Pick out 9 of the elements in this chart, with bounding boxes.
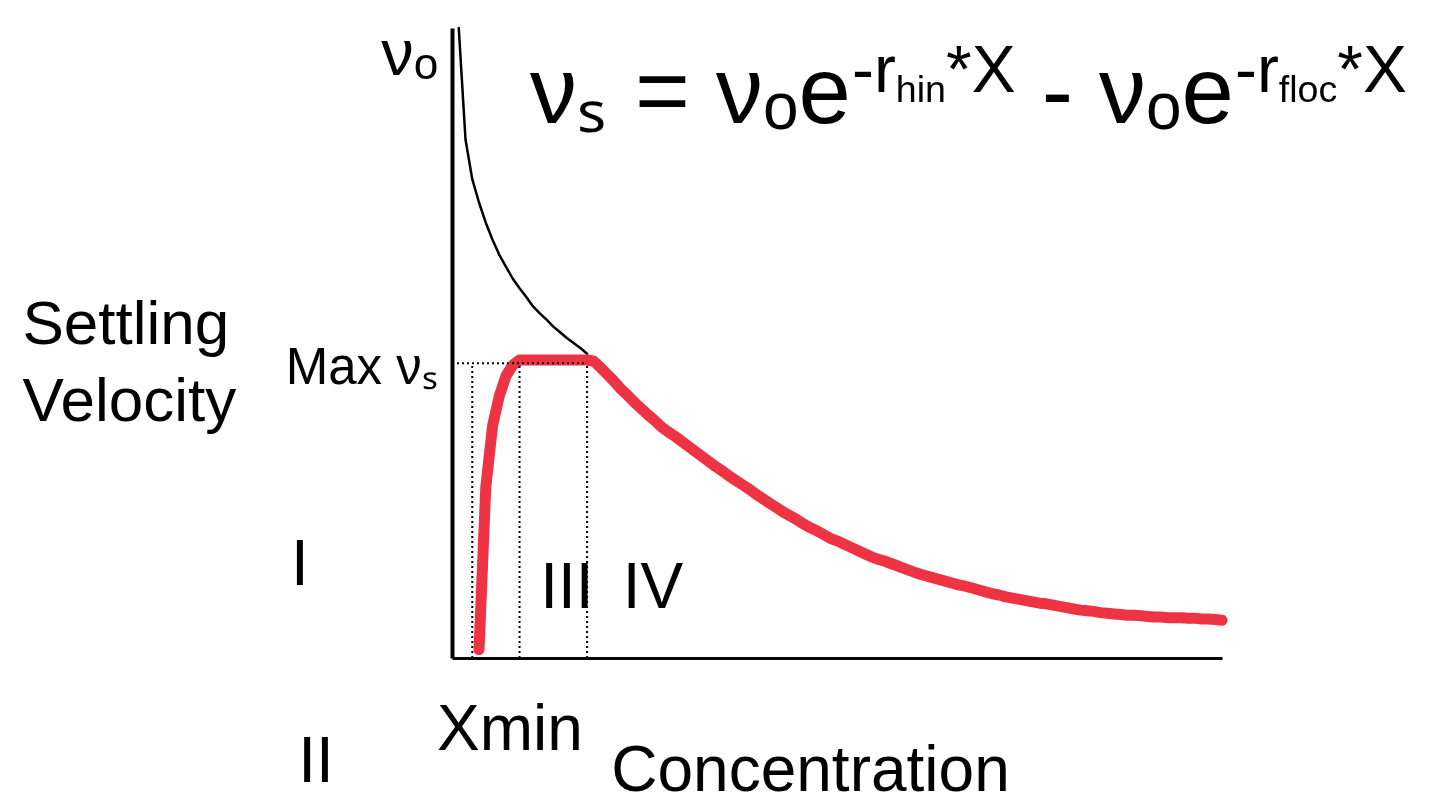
y-axis-title: Settling Velocity: [22, 287, 237, 434]
x-axis-title: Concentration: [611, 732, 1010, 797]
ref-line-label: Max νₛ: [285, 337, 438, 395]
text: II: [298, 724, 334, 796]
annotation: IV: [622, 550, 684, 622]
text: I: [291, 527, 309, 599]
annotation: III: [540, 550, 594, 622]
text: νₒ: [381, 16, 439, 89]
text: Xmin: [437, 692, 583, 764]
